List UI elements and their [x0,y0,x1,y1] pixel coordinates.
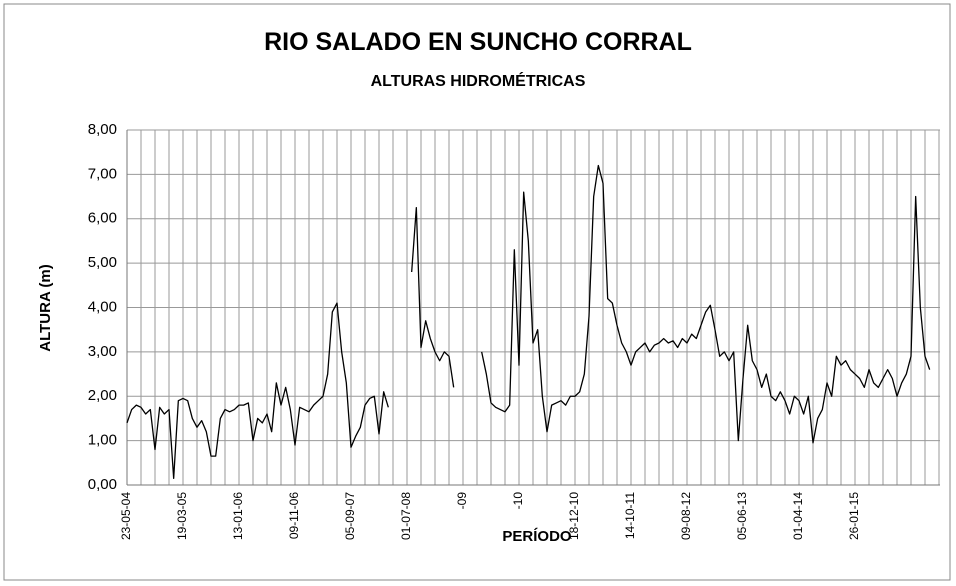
y-tick-label: 2,00 [88,387,117,404]
x-tick-label: 01-04-14 [791,492,805,540]
y-tick-label: 4,00 [88,298,117,315]
series-line [126,164,931,479]
chart-subtitle: ALTURAS HIDROMÉTRICAS [371,71,586,90]
y-tick-label: 3,00 [88,343,117,360]
x-tick-label: 09-08-12 [679,492,693,540]
x-tick-label: 09-11-06 [287,492,301,539]
y-tick-label: 7,00 [88,165,117,182]
x-tick-label: 18-12-10 [567,492,581,540]
y-tick-label: 8,00 [88,121,117,138]
x-tick-label: 14-10-11 [623,492,637,539]
x-tick-label: 13-01-06 [231,492,245,540]
y-tick-label: 1,00 [88,432,117,449]
x-axis-label: PERÍODO [502,528,572,545]
x-tick-label: 01-07-08 [399,492,413,540]
x-tick-label: -09 [455,492,469,510]
y-tick-label: 0,00 [88,476,117,493]
x-tick-label: 19-03-05 [175,492,189,540]
x-tick-label: 05-09-07 [343,492,357,540]
y-axis-label: ALTURA (m) [37,264,54,351]
y-tick-label: 6,00 [88,210,117,227]
chart-title: RIO SALADO EN SUNCHO CORRAL [264,28,692,56]
x-tick-label: 26-01-15 [847,492,861,540]
x-tick-label: 23-05-04 [119,492,133,540]
x-tick-label: 05-06-13 [735,492,749,540]
x-tick-label: -10 [511,492,525,510]
y-tick-label: 5,00 [88,254,117,271]
